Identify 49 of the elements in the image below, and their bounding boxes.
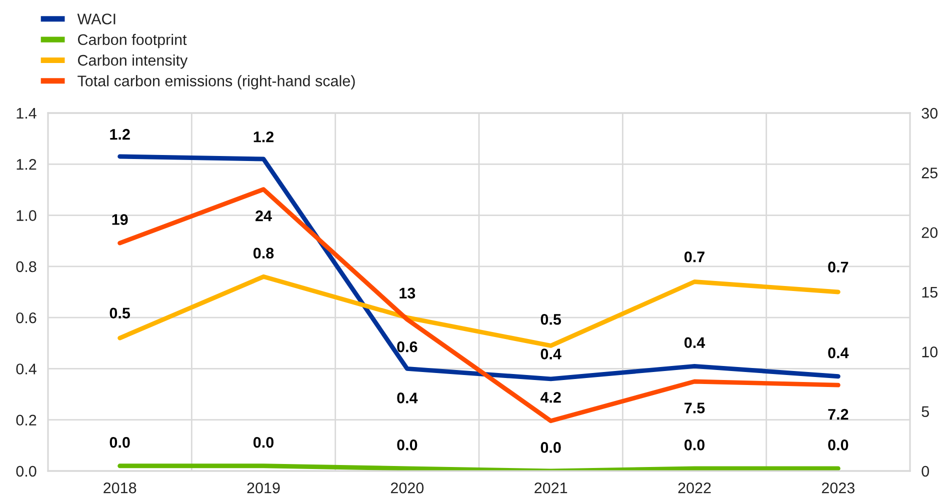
data-label: 19 <box>112 214 128 225</box>
x-tick-label: 2021 <box>534 482 568 494</box>
x-tick-label: 2018 <box>104 482 136 494</box>
y-tick-label: 1.2 <box>16 159 36 170</box>
legend-label: Total carbon emissions (right-hand scale) <box>78 75 355 90</box>
y-tick-label: 1.4 <box>16 108 36 119</box>
data-label: 0.5 <box>540 314 562 325</box>
data-label: 0.4 <box>684 337 706 348</box>
data-label: 1.2 <box>254 131 274 142</box>
data-label: 0.0 <box>684 440 704 450</box>
y-tick-label: 0.2 <box>16 414 36 426</box>
x-tick-label: 2023 <box>822 482 854 494</box>
data-label: 0.8 <box>253 248 274 259</box>
x-tick-label: 2020 <box>390 482 424 494</box>
data-label: 0.7 <box>828 262 848 272</box>
y-tick-label: 0.4 <box>16 364 36 374</box>
legend-label: Carbon footprint <box>78 34 187 48</box>
data-label: 0.0 <box>828 440 848 450</box>
data-label: 13 <box>400 288 416 299</box>
data-label: 0.0 <box>397 440 418 450</box>
data-label: 0.7 <box>684 251 704 262</box>
data-label: 24 <box>256 210 272 222</box>
data-label: 7.2 <box>828 408 848 420</box>
data-label: 0.0 <box>540 442 561 453</box>
data-label: 1.2 <box>110 128 130 140</box>
data-label: 0.4 <box>540 348 562 360</box>
y-tick-label: 0.6 <box>16 312 36 324</box>
data-label: 4.2 <box>540 392 561 403</box>
data-label: 0.6 <box>397 341 418 352</box>
data-label: 0.0 <box>110 436 130 448</box>
y2-tick-label: 15 <box>922 287 938 298</box>
data-label: 0.4 <box>828 347 849 358</box>
y2-tick-label: 30 <box>922 108 938 119</box>
data-label: 7.5 <box>684 402 705 414</box>
y2-tick-label: 5 <box>922 406 929 418</box>
data-label: 0.4 <box>397 392 418 404</box>
y2-tick-label: 20 <box>922 227 938 238</box>
legend-label: WACI <box>77 14 116 24</box>
x-tick-label: 2022 <box>678 482 711 494</box>
y-tick-label: 0.8 <box>16 261 36 272</box>
y-tick-label: 1.0 <box>16 210 36 221</box>
y2-tick-label: 10 <box>922 346 938 358</box>
x-tick-label: 2019 <box>247 482 280 494</box>
y-tick-label: 0.0 <box>16 466 36 477</box>
y2-tick-label: 0 <box>922 466 930 477</box>
data-label: 0.0 <box>253 436 274 448</box>
y2-tick-label: 25 <box>922 168 938 178</box>
data-label: 0.5 <box>110 308 130 319</box>
legend-label: Carbon intensity <box>78 54 188 69</box>
